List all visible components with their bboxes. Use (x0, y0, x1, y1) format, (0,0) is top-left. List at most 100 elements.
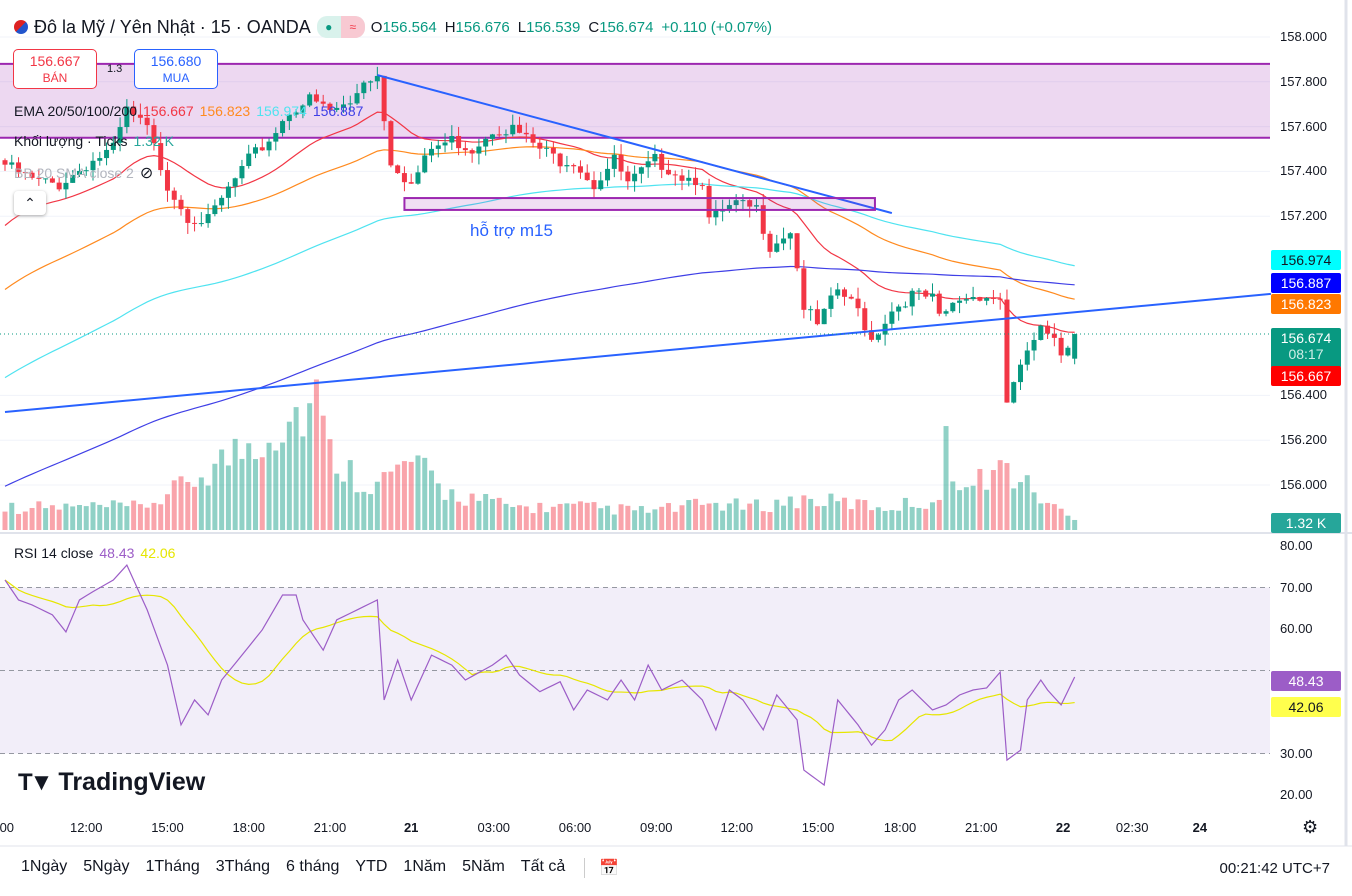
volume-bar (90, 502, 96, 530)
range-all[interactable]: Tất cả (520, 858, 566, 875)
volume-bar (659, 506, 665, 530)
volume-bar (212, 463, 218, 530)
buy-button[interactable]: 156.680 MUA (134, 49, 218, 89)
candle-body (530, 134, 536, 143)
candle-body (611, 154, 617, 169)
range-1d[interactable]: 1Ngày (21, 858, 68, 875)
candle-body (252, 147, 258, 154)
candle-body (83, 170, 89, 172)
candle-body (665, 169, 671, 175)
rsi-badge: 48.43 (1271, 671, 1341, 691)
goto-date-calendar-icon[interactable]: 📅 (584, 858, 620, 878)
candle-body (774, 243, 780, 252)
volume-bar (821, 505, 827, 530)
volume-bar (767, 512, 773, 530)
volume-bar (151, 502, 157, 530)
volume-bar (1038, 503, 1044, 530)
volume-bar (808, 498, 814, 530)
candle-body (422, 155, 428, 173)
range-3m[interactable]: 3Tháng (215, 858, 271, 875)
time-tick: 18:00 (232, 820, 265, 835)
volume-bar (442, 499, 448, 530)
candle-body (794, 233, 800, 269)
range-1y[interactable]: 1Năm (403, 858, 447, 875)
candle-body (9, 162, 15, 165)
clock-timezone[interactable]: 00:21:42 UTC+7 (1219, 860, 1331, 877)
candle-body (313, 94, 319, 102)
candle-body (401, 173, 407, 183)
candle-body (916, 290, 922, 292)
time-tick: 06:00 (558, 820, 592, 835)
volume-bar (76, 504, 82, 530)
volume-bar (1031, 492, 1037, 530)
range-1m[interactable]: 1Tháng (145, 858, 200, 875)
candle-body (97, 158, 103, 161)
volume-bar (469, 493, 475, 530)
candle-body (706, 185, 712, 218)
volume-bar (496, 497, 502, 530)
candle-body (814, 309, 820, 325)
volume-bar (835, 501, 841, 530)
collapse-legend-button[interactable]: ⌃ (14, 191, 46, 215)
volume-bar (1004, 463, 1010, 530)
candle-body (496, 134, 502, 136)
volume-bar (374, 481, 380, 530)
candle-body (801, 268, 807, 310)
volume-bar (923, 508, 929, 530)
volume-bar (401, 461, 407, 530)
volume-bar (354, 492, 360, 530)
time-tick: 18:00 (883, 820, 917, 835)
tradingview-logo[interactable]: T▼ TradingView (18, 768, 206, 796)
candle-body (442, 142, 448, 146)
time-tick: 02:30 (1115, 820, 1149, 835)
candle-body (808, 309, 814, 311)
volume-bar (618, 504, 624, 530)
volume-bar (916, 507, 922, 530)
rsi-line (4, 564, 1076, 787)
volume-bar (929, 502, 935, 530)
volume-bar (70, 506, 76, 530)
volume-bar (395, 464, 401, 530)
range-ytd[interactable]: YTD (355, 858, 388, 875)
symbol-title[interactable]: Đô la Mỹ / Yên Nhật · 15 · OANDA (34, 16, 311, 37)
volume-bar (449, 489, 455, 530)
candle-body (740, 200, 746, 202)
candle-body (104, 149, 110, 159)
candle-body (347, 103, 353, 105)
volume-bar (300, 436, 306, 530)
candle-body (293, 112, 299, 115)
rsi-legend[interactable]: RSI 14 close 48.43 42.06 (14, 545, 176, 561)
candle-body (577, 166, 583, 173)
volume-bar (137, 504, 143, 530)
candle-body (327, 103, 333, 110)
range-6m[interactable]: 6 tháng (286, 858, 340, 875)
volume-bar (747, 503, 753, 530)
hidden-eye-icon[interactable]: ⊘ (139, 165, 154, 182)
volume-bar (462, 505, 468, 530)
candle-body (632, 173, 638, 182)
range-5d[interactable]: 5Ngày (83, 858, 130, 875)
candle-body (354, 93, 360, 104)
volume-bar (882, 510, 888, 530)
sell-button[interactable]: 156.667 BÁN (13, 49, 97, 89)
volume-legend[interactable]: Khối lượng · Ticks 1.32 K (14, 133, 174, 149)
volume-bar (117, 502, 123, 530)
volume-bar (2, 511, 8, 530)
bb-legend[interactable]: BB 20 SMA close 2 ⊘ (14, 165, 154, 182)
range-5y[interactable]: 5Năm (462, 858, 505, 875)
market-status[interactable]: ● ≈ (316, 16, 365, 38)
volume-bar (577, 501, 583, 530)
candle-body (192, 222, 198, 224)
volume-bar (280, 442, 286, 530)
time-tick: 21 (403, 820, 419, 835)
ema-legend[interactable]: EMA 20/50/100/200 156.667 156.823 156.97… (14, 103, 364, 119)
candle-body (1045, 325, 1051, 334)
volume-bar (1045, 502, 1051, 530)
candle-body (713, 210, 719, 218)
candle-body (557, 153, 563, 167)
candle-body (652, 153, 658, 162)
last-price-badge: 156.674 08:17 (1271, 328, 1341, 368)
settings-gear-icon[interactable]: ⚙ (1302, 817, 1319, 837)
volume-bar (429, 470, 435, 530)
